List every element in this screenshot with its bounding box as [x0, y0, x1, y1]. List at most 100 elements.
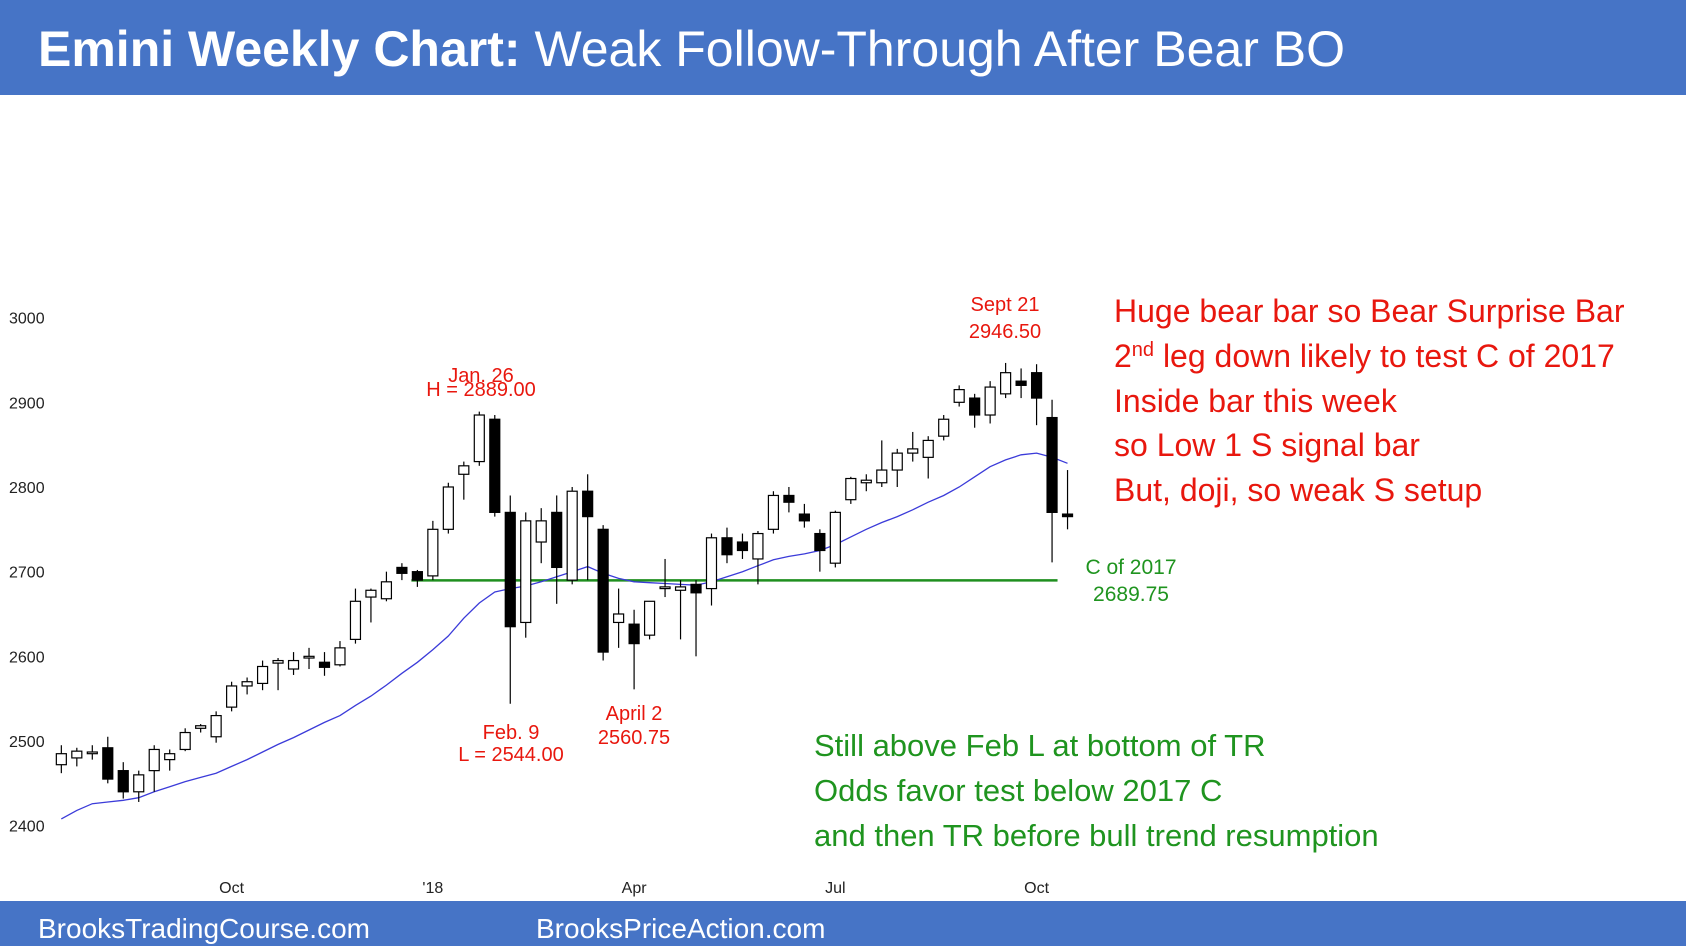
- candle-body: [922, 439, 934, 458]
- candle-body: [148, 748, 160, 772]
- title-bold: Emini Weekly Chart:: [38, 21, 521, 77]
- y-tick-label: 2500: [9, 734, 45, 751]
- candle-body: [179, 731, 191, 751]
- candle-body: [380, 581, 393, 600]
- candle-body: [1015, 380, 1027, 386]
- candle-body: [969, 397, 981, 416]
- candle-body: [876, 469, 888, 484]
- candle-body: [736, 541, 749, 552]
- candle-body: [783, 494, 795, 503]
- annotation: 2689.75: [1093, 583, 1169, 606]
- candle-body: [334, 647, 346, 666]
- candle-body: [442, 486, 454, 530]
- green-box: Still above Feb L at bottom of TR Odds f…: [814, 728, 1379, 853]
- note-line: But, doji, so weak S setup: [1114, 472, 1482, 508]
- candle-body: [303, 655, 315, 659]
- candle-body: [953, 389, 965, 403]
- x-tick-label: Oct: [1024, 880, 1049, 897]
- note-part: nd: [1132, 339, 1154, 361]
- candle-body: [597, 528, 609, 653]
- annotation: 2560.75: [598, 727, 670, 749]
- candle-body: [752, 532, 764, 560]
- candle-body: [195, 725, 207, 729]
- moving-average: [60, 452, 1068, 820]
- candle-body: [767, 494, 780, 530]
- x-tick-label: Jul: [825, 880, 845, 897]
- candle-body: [1061, 513, 1074, 518]
- candle-body: [891, 452, 903, 471]
- annotation: C of 2017: [1085, 556, 1176, 579]
- y-tick-label: 2700: [9, 565, 45, 582]
- candle-body: [117, 770, 129, 793]
- note-line: so Low 1 S signal bar: [1114, 427, 1420, 463]
- note-line: Huge bear bar so Bear Surprise Bar: [1114, 293, 1625, 329]
- candle-body: [396, 566, 408, 574]
- note-part: 2: [1114, 338, 1132, 374]
- x-tick-label: '18: [422, 880, 443, 897]
- candle-body: [582, 490, 594, 518]
- candle-body: [427, 528, 439, 577]
- candle-body: [241, 681, 253, 687]
- candle-body: [272, 659, 284, 664]
- y-tick-label: 2400: [9, 819, 45, 836]
- x-tick-label: Apr: [622, 880, 648, 897]
- candle-body: [411, 571, 423, 581]
- x-tick-label: Oct: [219, 880, 244, 897]
- candle-body: [984, 386, 996, 416]
- annotations: Sept 21 2946.50 Jan. 26 H = 2889.00 Feb.…: [426, 294, 1176, 766]
- note-line: Still above Feb L at bottom of TR: [814, 728, 1265, 763]
- annotation: 2946.50: [969, 321, 1041, 343]
- candle-body: [845, 477, 857, 501]
- footer-right: BrooksPriceAction.com: [536, 913, 825, 944]
- candle-body: [318, 661, 331, 668]
- footer-bar: [0, 901, 1686, 946]
- candle-body: [613, 613, 625, 624]
- y-tick-label: 2600: [9, 649, 45, 666]
- candle-body: [133, 774, 145, 793]
- annotation: Sept 21: [971, 294, 1040, 316]
- candle-body: [504, 511, 516, 628]
- y-tick-label: 3000: [9, 311, 45, 328]
- candle-body: [365, 589, 377, 598]
- title: Emini Weekly Chart: Weak Follow-Through …: [38, 21, 1345, 77]
- candle-body: [349, 600, 362, 640]
- candle-body: [71, 750, 83, 759]
- candle-body: [705, 537, 718, 590]
- candle-body: [814, 532, 826, 552]
- candle-body: [489, 418, 501, 513]
- candle-body: [674, 586, 687, 591]
- candle-body: [551, 511, 563, 569]
- candle-body: [659, 586, 671, 590]
- candle-body: [1030, 372, 1043, 399]
- annotation: L = 2544.00: [458, 744, 563, 766]
- candle-body: [86, 751, 98, 755]
- header-bar: [0, 0, 1686, 95]
- annotation: Feb. 9: [483, 722, 540, 744]
- candle-body: [164, 753, 176, 761]
- annotation: April 2: [606, 703, 663, 725]
- candle-body: [210, 714, 222, 738]
- candle-body: [256, 665, 269, 685]
- candle-body: [860, 479, 872, 484]
- candle-body: [690, 583, 702, 594]
- candle-body: [721, 537, 733, 556]
- candle-body: [938, 418, 950, 437]
- red-box: Huge bear bar so Bear Surprise Bar 2nd l…: [1114, 293, 1625, 508]
- footer-left: BrooksTradingCourse.com: [38, 913, 370, 944]
- candle-body: [287, 659, 300, 670]
- annotation: Jan. 26: [448, 365, 514, 387]
- candle-body: [643, 600, 656, 636]
- candle-body: [520, 520, 532, 624]
- y-tick-label: 2800: [9, 480, 45, 497]
- note-line: 2nd leg down likely to test C of 2017: [1114, 338, 1615, 374]
- note-line: and then TR before bull trend resumption: [814, 818, 1379, 853]
- candle-body: [55, 753, 67, 766]
- candle-body: [102, 747, 114, 780]
- y-tick-label: 2900: [9, 395, 45, 412]
- title-rest: Weak Follow-Through After Bear BO: [534, 21, 1345, 77]
- annotation: H = 2889.00: [426, 379, 536, 401]
- candle-body: [907, 448, 919, 454]
- candle-body: [226, 685, 238, 708]
